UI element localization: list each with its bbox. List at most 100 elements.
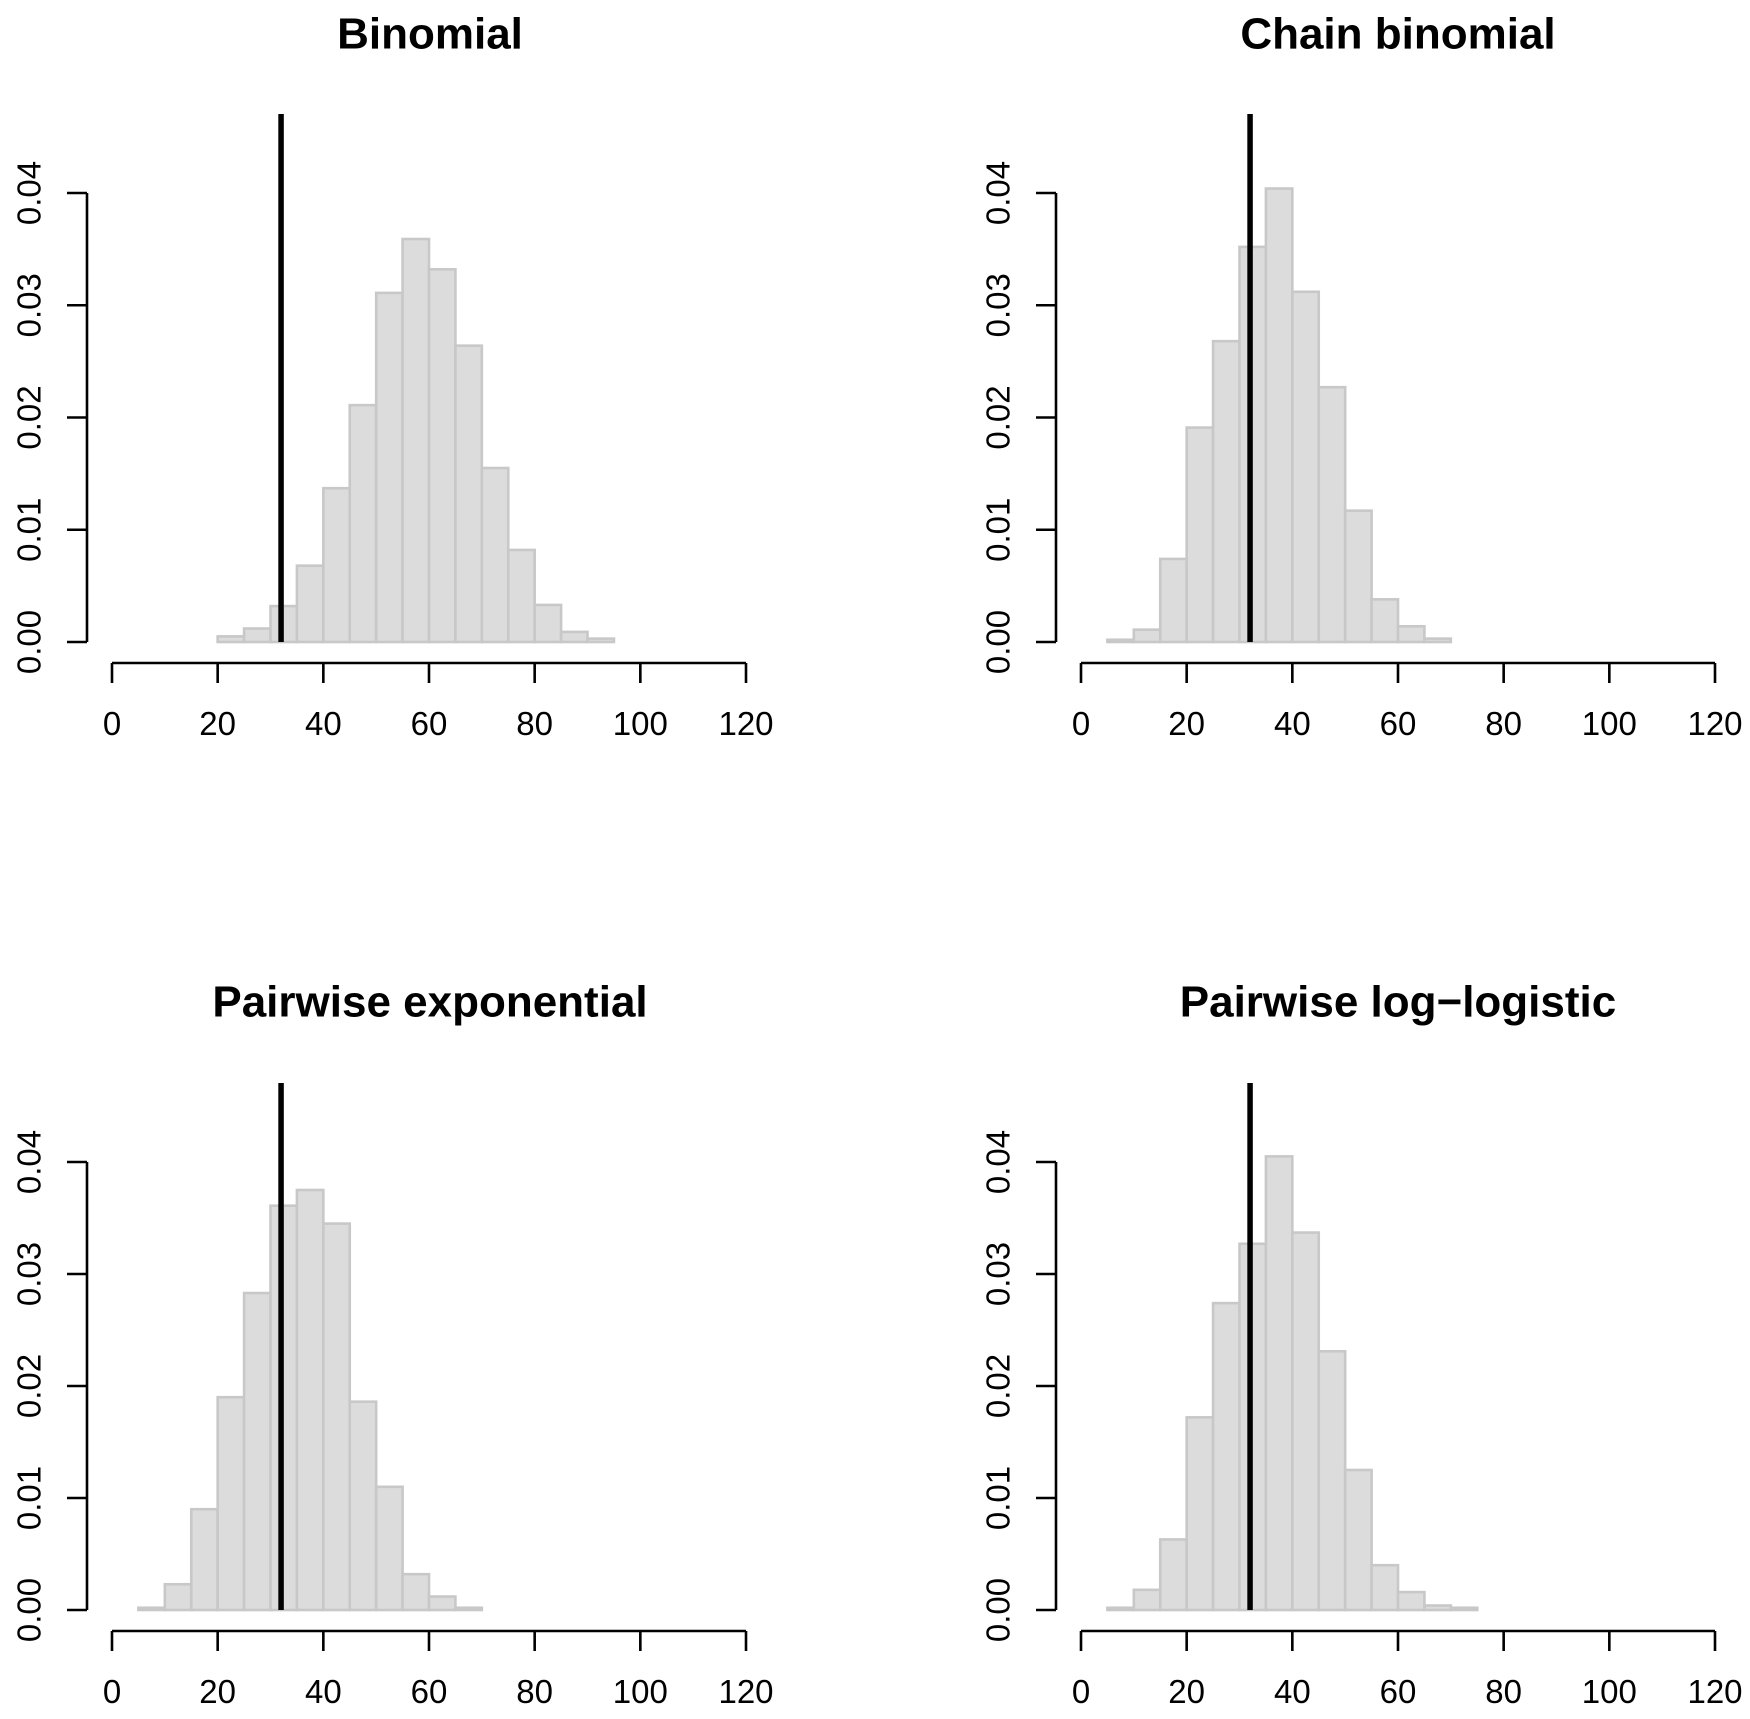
histogram-bar <box>295 564 325 644</box>
y-tick-label: 0.00 <box>11 1578 48 1642</box>
panel-title: Pairwise log−logistic <box>1180 978 1616 1027</box>
histogram-bar <box>1106 638 1136 644</box>
histogram-bar <box>454 1606 484 1612</box>
histogram-bar <box>1396 624 1426 644</box>
histogram-bar <box>163 1582 193 1612</box>
y-tick-label: 0.04 <box>11 1130 48 1194</box>
histogram-bar <box>533 603 563 644</box>
x-tick-label: 60 <box>411 705 448 742</box>
y-tick-label: 0.03 <box>980 1242 1017 1306</box>
histogram-bar <box>1132 628 1162 644</box>
x-tick-label: 20 <box>199 705 236 742</box>
x-tick-label: 0 <box>1072 705 1090 742</box>
histogram-bar <box>348 403 378 644</box>
histogram-panel-3: Pairwise exponential 0.00 0.01 0.02 0.03 0.04… <box>11 978 774 1710</box>
panel-title: Chain binomial <box>1240 10 1555 59</box>
y-tick-label: 0.03 <box>11 273 48 337</box>
histogram-bar <box>1158 557 1188 644</box>
histogram-bar <box>216 1395 246 1612</box>
x-tick-label: 80 <box>516 705 553 742</box>
x-tick-label: 40 <box>1274 1673 1311 1710</box>
x-tick-label: 80 <box>1485 1673 1522 1710</box>
histogram-bar <box>189 1507 219 1612</box>
x-tick-label: 20 <box>1168 705 1205 742</box>
histogram-bar <box>559 630 589 644</box>
x-tick-label: 40 <box>305 1673 342 1710</box>
histogram-bar <box>242 1291 272 1612</box>
x-tick-label: 20 <box>1168 1673 1205 1710</box>
x-tick-label: 100 <box>1582 1673 1637 1710</box>
histogram-bar <box>295 1188 325 1612</box>
histogram-bar <box>1423 1604 1453 1612</box>
panel-title: Pairwise exponential <box>212 978 647 1027</box>
histogram-bar <box>1343 509 1373 644</box>
y-tick-label: 0.01 <box>980 1466 1017 1530</box>
histogram-bar <box>374 291 404 644</box>
histogram-bar <box>1370 1563 1400 1612</box>
y-tick-label: 0.01 <box>11 498 48 562</box>
histogram-bar <box>1291 290 1321 644</box>
histogram-bar <box>1317 1349 1347 1612</box>
histogram-bar <box>427 268 457 644</box>
histogram-bar <box>1291 1231 1321 1612</box>
histogram-bar <box>1396 1590 1426 1612</box>
histogram-bar <box>1185 1416 1215 1612</box>
histogram-bar <box>1211 339 1241 644</box>
x-tick-label: 120 <box>718 705 773 742</box>
histogram-bar <box>1264 1155 1294 1612</box>
histogram-bar <box>1317 385 1347 644</box>
y-tick-label: 0.02 <box>11 385 48 449</box>
x-tick-label: 40 <box>1274 705 1311 742</box>
y-tick-label: 0.02 <box>11 1354 48 1418</box>
histogram-bar <box>322 486 352 644</box>
x-tick-label: 0 <box>103 705 121 742</box>
x-tick-label: 20 <box>199 1673 236 1710</box>
histogram-bar <box>480 466 510 644</box>
y-tick-label: 0.00 <box>980 1578 1017 1642</box>
histogram-bar <box>1158 1538 1188 1612</box>
histogram-panel-2: Chain binomial 0.00 0.01 0.02 0.03 0.04 0 20 40 6… <box>980 10 1743 742</box>
histogram-bar <box>1106 1606 1136 1612</box>
y-tick-label: 0.03 <box>11 1242 48 1306</box>
y-tick-label: 0.04 <box>980 1130 1017 1194</box>
histogram-bar <box>1211 1301 1241 1612</box>
histogram-panel-4: Pairwise log−logistic 0.00 0.01 0.02 0.03 0.0… <box>980 978 1743 1710</box>
x-tick-label: 0 <box>1072 1673 1090 1710</box>
x-tick-label: 60 <box>411 1673 448 1710</box>
histogram-panel-1: Binomial 0.00 0.01 0.02 0.03 0.04 0 20 40 60 80 100… <box>11 10 774 742</box>
histogram-bar <box>1264 187 1294 644</box>
y-tick-label: 0.01 <box>11 1466 48 1530</box>
x-tick-label: 120 <box>1687 705 1742 742</box>
x-tick-label: 60 <box>1380 1673 1417 1710</box>
histogram-bar <box>242 627 272 644</box>
x-tick-label: 100 <box>613 705 668 742</box>
y-tick-label: 0.02 <box>980 385 1017 449</box>
histogram-bar <box>348 1400 378 1612</box>
x-tick-label: 100 <box>613 1673 668 1710</box>
panel-title: Binomial <box>337 10 523 59</box>
y-tick-label: 0.03 <box>980 273 1017 337</box>
histogram-bar <box>401 1572 431 1612</box>
y-tick-label: 0.01 <box>980 498 1017 562</box>
x-tick-label: 80 <box>516 1673 553 1710</box>
histogram-bar <box>1449 1606 1479 1612</box>
x-tick-label: 40 <box>305 705 342 742</box>
x-tick-label: 60 <box>1380 705 1417 742</box>
histogram-bar <box>454 344 484 644</box>
histogram-bar <box>1132 1588 1162 1612</box>
x-tick-label: 100 <box>1582 705 1637 742</box>
y-tick-label: 0.04 <box>11 161 48 225</box>
x-tick-label: 120 <box>1687 1673 1742 1710</box>
histogram-bar <box>401 237 431 644</box>
histogram-bar <box>322 1222 352 1612</box>
histogram-bar <box>427 1595 457 1612</box>
histogram-bar <box>1370 598 1400 644</box>
x-tick-label: 0 <box>103 1673 121 1710</box>
y-tick-label: 0.04 <box>980 161 1017 225</box>
y-tick-label: 0.02 <box>980 1354 1017 1418</box>
histogram-bar <box>137 1606 167 1612</box>
histogram-bar <box>1343 1468 1373 1612</box>
histogram-bar <box>506 548 536 644</box>
x-tick-label: 120 <box>718 1673 773 1710</box>
